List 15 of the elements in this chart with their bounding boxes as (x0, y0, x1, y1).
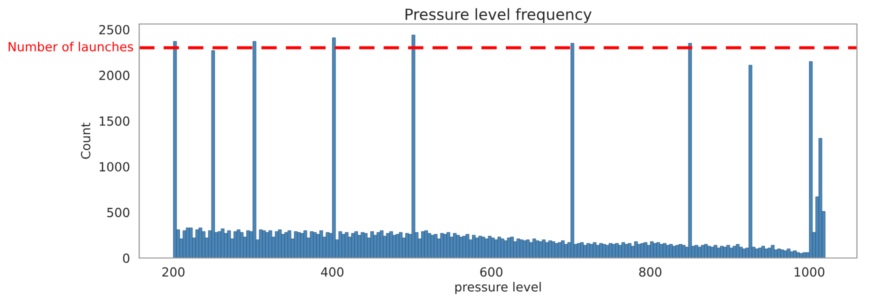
chart-title: Pressure level frequency (406, 8, 592, 24)
y-tick-label: 1500 (100, 116, 130, 126)
x-tick-label: 1000 (794, 267, 824, 277)
y-tick-label: 2500 (99, 24, 130, 34)
y-tick-label: 500 (107, 208, 130, 218)
x-tick-label: 200 (162, 267, 184, 277)
y-tick-label: 1000 (100, 162, 130, 172)
y-tick-label: 0 (123, 253, 130, 263)
y-axis-title: Count (80, 122, 90, 159)
y-tick-label: 2000 (99, 70, 130, 80)
x-axis-title: pressure level (455, 282, 541, 294)
x-tick-label: 800 (639, 267, 662, 277)
x-tick-label: 400 (321, 267, 344, 277)
x-tick-label: 600 (480, 267, 502, 277)
ref-line-label: Number of launches (8, 42, 134, 52)
